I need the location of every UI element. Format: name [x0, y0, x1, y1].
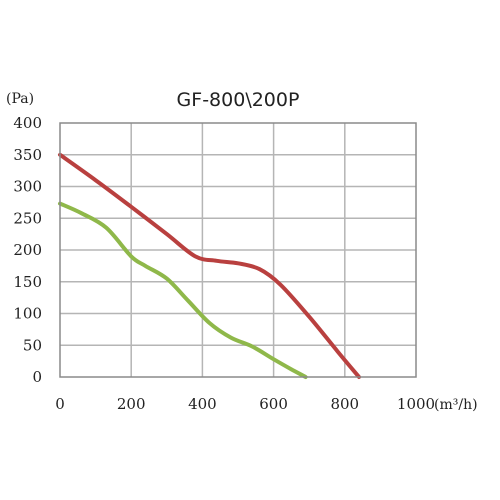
y-tick-label: 200 [13, 241, 42, 259]
x-axis-ticks: 0 200 400 600 800 1000 [55, 395, 435, 413]
x-tick-label: 1000 [397, 395, 435, 413]
x-tick-label: 600 [259, 395, 288, 413]
x-tick-label: 200 [117, 395, 146, 413]
y-tick-label: 300 [13, 178, 42, 196]
y-axis-ticks: 0 50 100 150 200 250 300 350 400 [13, 114, 42, 386]
curves [58, 152, 361, 379]
y-tick-label: 100 [13, 305, 42, 323]
y-tick-label: 250 [13, 209, 42, 227]
y-tick-label: 350 [13, 146, 42, 164]
y-tick-label: 0 [32, 368, 42, 386]
plot-frame [59, 122, 417, 378]
x-tick-label: 800 [330, 395, 359, 413]
y-tick-label: 400 [13, 114, 42, 132]
y-tick-label: 150 [13, 273, 42, 291]
chart-title: GF-800\200P [177, 89, 300, 111]
x-tick-label: 0 [55, 395, 65, 413]
x-axis-unit-label: (m³/h) [434, 397, 478, 413]
x-tick-label: 400 [188, 395, 217, 413]
y-tick-label: 50 [23, 336, 42, 354]
pressure-curve-red [58, 152, 361, 379]
y-axis-unit-label: (Pa) [6, 91, 34, 107]
grid-lines [60, 123, 416, 377]
pressure-curve-green [58, 201, 308, 379]
